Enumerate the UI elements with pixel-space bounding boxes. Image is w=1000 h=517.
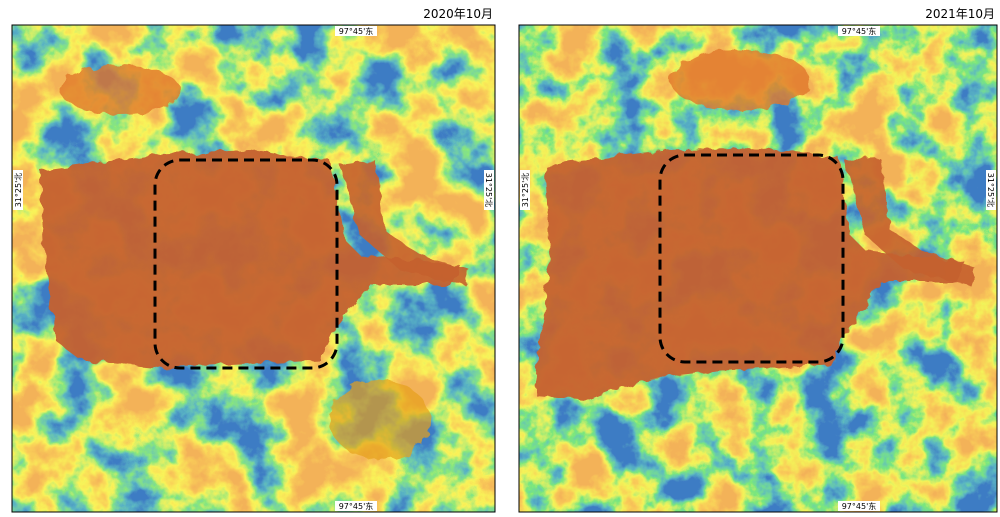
- right-label: 31°25'北: [484, 173, 493, 208]
- map-2020: [12, 25, 495, 512]
- bottom-label: 97°45'东: [339, 501, 374, 511]
- map-2021: [519, 25, 997, 512]
- panel-title: 2020年10月: [423, 7, 493, 21]
- panel-title: 2021年10月: [925, 7, 995, 21]
- left-label: 31°25'北: [521, 173, 530, 208]
- top-label: 97°45'东: [339, 26, 374, 36]
- left-label: 31°25'北: [14, 173, 23, 208]
- bottom-label: 97°45'东: [842, 501, 877, 511]
- top-label: 97°45'东: [842, 26, 877, 36]
- right-label: 31°25'北: [986, 173, 995, 208]
